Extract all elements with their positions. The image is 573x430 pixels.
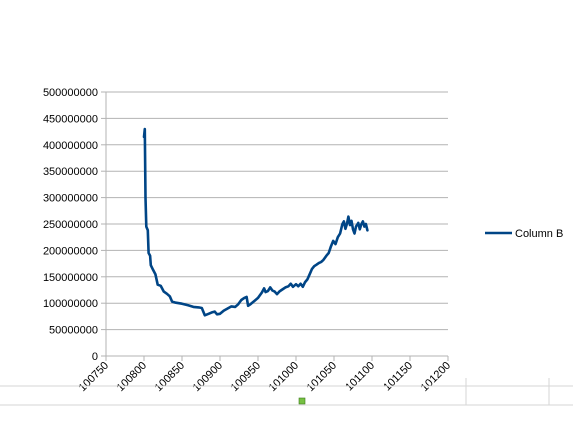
legend-label-column-b: Column B xyxy=(515,228,563,240)
x-tick-label-1: 100800 xyxy=(115,360,149,394)
x-tick-label-6: 101050 xyxy=(305,360,339,394)
x-tick-label-9: 101200 xyxy=(419,360,453,394)
y-tick-labels: 5000000004500000004000000003500000003000… xyxy=(43,87,98,363)
x-tick-label-4: 100950 xyxy=(229,360,263,394)
y-tick-label-8: 100000000 xyxy=(43,298,98,310)
x-tick-labels: 100750 100800 100850 100900 100950 101000 1010… xyxy=(77,356,453,394)
x-tick-label-3: 100900 xyxy=(191,360,225,394)
x-tick-label-7: 101100 xyxy=(343,360,377,394)
y-tick-label-0: 500000000 xyxy=(43,87,98,99)
legend: Column B xyxy=(485,228,563,240)
chart-selection-handle[interactable] xyxy=(298,397,306,405)
y-tick-label-3: 350000000 xyxy=(43,166,98,178)
series-layer xyxy=(142,127,369,317)
y-tick-label-1: 450000000 xyxy=(43,113,98,125)
x-tick-label-5: 101000 xyxy=(267,360,301,394)
x-tick-label-8: 101150 xyxy=(381,360,415,394)
x-tick-label-0: 100750 xyxy=(77,360,111,394)
y-tick-label-4: 300000000 xyxy=(43,193,98,205)
y-tick-label-9: 50000000 xyxy=(49,325,98,337)
y-tick-label-10: 0 xyxy=(92,351,98,363)
y-tick-label-5: 250000000 xyxy=(43,219,98,231)
y-tick-label-6: 200000000 xyxy=(43,245,98,257)
x-tick-label-2: 100850 xyxy=(153,360,187,394)
y-tick-label-2: 400000000 xyxy=(43,140,98,152)
series-line-0 xyxy=(142,127,369,317)
spreadsheet-row-lines xyxy=(0,378,573,406)
grid-lines xyxy=(101,91,448,357)
axes xyxy=(105,92,448,357)
y-tick-label-7: 150000000 xyxy=(43,272,98,284)
